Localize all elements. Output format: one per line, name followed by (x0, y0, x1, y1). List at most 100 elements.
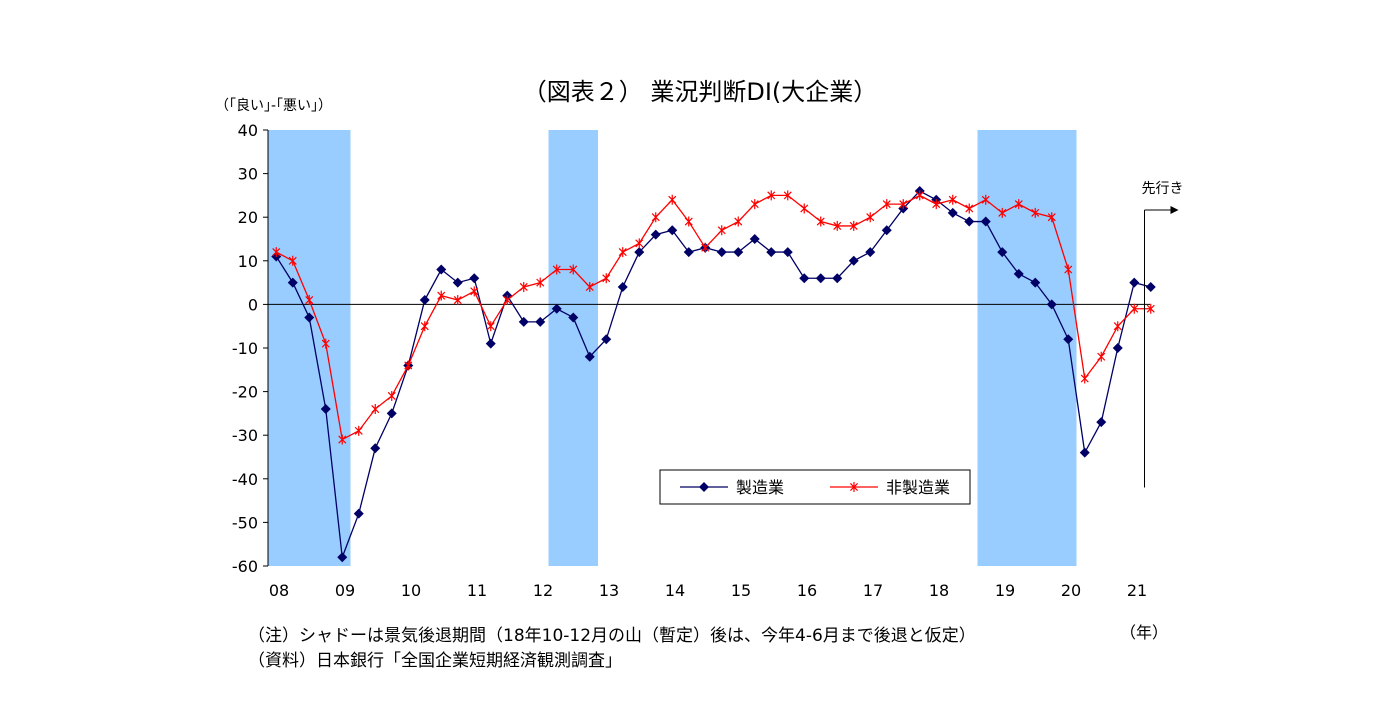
series-1-point-18 (569, 264, 578, 275)
series-0-point-11 (452, 277, 463, 288)
series-1-point-33 (816, 216, 825, 227)
series-1-point-52 (1130, 303, 1139, 314)
series-1-point-22 (635, 238, 644, 249)
recession-band-1 (548, 130, 598, 566)
series-0-point-21 (617, 281, 628, 292)
series-0-point-42 (964, 216, 975, 227)
x-tick-label-3: 11 (467, 581, 487, 600)
y-tick-label-5: -10 (232, 339, 258, 358)
series-1-point-46 (1031, 207, 1040, 218)
x-tick-label-10: 18 (929, 581, 949, 600)
series-0-point-17 (551, 303, 562, 314)
series-1-point-45 (1014, 199, 1023, 210)
series-0-point-13 (485, 338, 496, 349)
series-0-point-27 (716, 247, 727, 258)
series-1-point-50 (1097, 351, 1106, 362)
series-0-point-3 (320, 404, 331, 415)
series-1-point-35 (849, 220, 858, 231)
legend-marker-0 (699, 482, 709, 492)
series-1-point-20 (602, 273, 611, 284)
x-tick-label-5: 13 (599, 581, 619, 600)
series-0-point-10 (436, 264, 447, 275)
series-1-point-19 (585, 281, 594, 292)
series-0-point-36 (865, 247, 876, 258)
series-1-point-31 (783, 190, 792, 201)
series-1-point-25 (684, 216, 693, 227)
series-1-point-6 (371, 404, 380, 415)
series-0-point-2 (304, 312, 315, 323)
x-axis-unit-label: （年） (1120, 623, 1168, 642)
series-1-point-27 (717, 225, 726, 236)
series-1-point-13 (486, 321, 495, 332)
series-0-point-44 (997, 247, 1008, 258)
series-0-point-33 (815, 273, 826, 284)
x-tick-label-1: 09 (335, 581, 355, 600)
series-0-point-51 (1112, 343, 1123, 353)
series-0-point-35 (848, 255, 859, 266)
x-tick-label-8: 16 (797, 581, 817, 600)
forecast-label: 先行き (1142, 181, 1184, 197)
series-1-point-30 (767, 190, 776, 201)
series-1-point-47 (1047, 212, 1056, 223)
series-0-point-32 (799, 273, 810, 284)
series-0-point-6 (370, 443, 381, 454)
series-1-point-38 (899, 199, 908, 210)
series-1-point-14 (503, 295, 512, 306)
y-axis-label: （｢良い｣-｢悪い｣） (215, 98, 332, 114)
y-tick-label-2: 20 (238, 208, 258, 227)
series-1-point-26 (701, 242, 710, 253)
series-0-point-29 (749, 234, 760, 244)
series-1-point-53 (1146, 303, 1155, 314)
series-0-point-43 (980, 216, 991, 227)
series-0-point-9 (419, 295, 430, 306)
series-0-point-34 (832, 273, 843, 284)
series-0-point-22 (634, 247, 645, 258)
series-0-point-5 (353, 508, 364, 519)
series-1-point-12 (470, 286, 479, 297)
series-0-point-19 (584, 351, 595, 362)
y-tick-label-1: 30 (238, 165, 258, 184)
series-1-point-42 (965, 203, 974, 214)
y-tick-label-9: -50 (232, 513, 258, 532)
series-0-point-24 (667, 225, 678, 236)
series-0-point-20 (601, 334, 612, 345)
legend-label-0: 製造業 (736, 478, 784, 497)
series-1-point-15 (519, 281, 528, 292)
series-1-point-49 (1080, 373, 1089, 384)
series-1-point-2 (305, 295, 314, 306)
series-line-1 (275, 194, 1151, 441)
x-axis: 08 09 10 11 12 13 14 15 16 17 18 19 20 21 (269, 581, 1147, 600)
series-1-point-43 (981, 194, 990, 205)
series-0-point-45 (1013, 268, 1024, 279)
series-0-point-31 (782, 247, 793, 258)
legend-label-1: 非製造業 (886, 478, 950, 497)
y-tick-label-3: 10 (238, 252, 258, 271)
y-tick-label-10: -60 (232, 557, 258, 576)
series-1-point-17 (552, 264, 561, 275)
series-1-point-40 (932, 199, 941, 210)
series-0-point-52 (1129, 277, 1140, 288)
series-1-point-29 (750, 199, 759, 210)
series-1-point-48 (1064, 264, 1073, 275)
series-0-point-48 (1063, 334, 1074, 345)
series-0-point-23 (650, 229, 661, 240)
series-line-0 (275, 190, 1151, 558)
footnote-note: （注）シャドーは景気後退期間（18年10-12月の山（暫定）後は、今年4-6月ま… (248, 626, 976, 646)
series-1-point-24 (668, 194, 677, 205)
footnote-source: （資料）日本銀行「全国企業短期経済観測調査」 (248, 651, 622, 671)
series-layer (271, 186, 1156, 563)
series-1-point-4 (338, 434, 347, 445)
y-tick-label-7: -30 (232, 426, 258, 445)
x-tick-label-7: 15 (731, 581, 751, 600)
recession-shading (268, 130, 1077, 566)
series-0-point-47 (1046, 299, 1057, 310)
series-1-point-9 (420, 321, 429, 332)
series-0-point-16 (535, 316, 546, 327)
legend-marker-1 (849, 482, 859, 492)
series-1-point-37 (882, 199, 891, 210)
series-1-point-44 (998, 207, 1007, 218)
forecast-marker: 先行き (1142, 181, 1184, 488)
series-1-point-7 (387, 390, 396, 401)
series-1-point-21 (618, 247, 627, 258)
series-1-point-41 (948, 194, 957, 205)
